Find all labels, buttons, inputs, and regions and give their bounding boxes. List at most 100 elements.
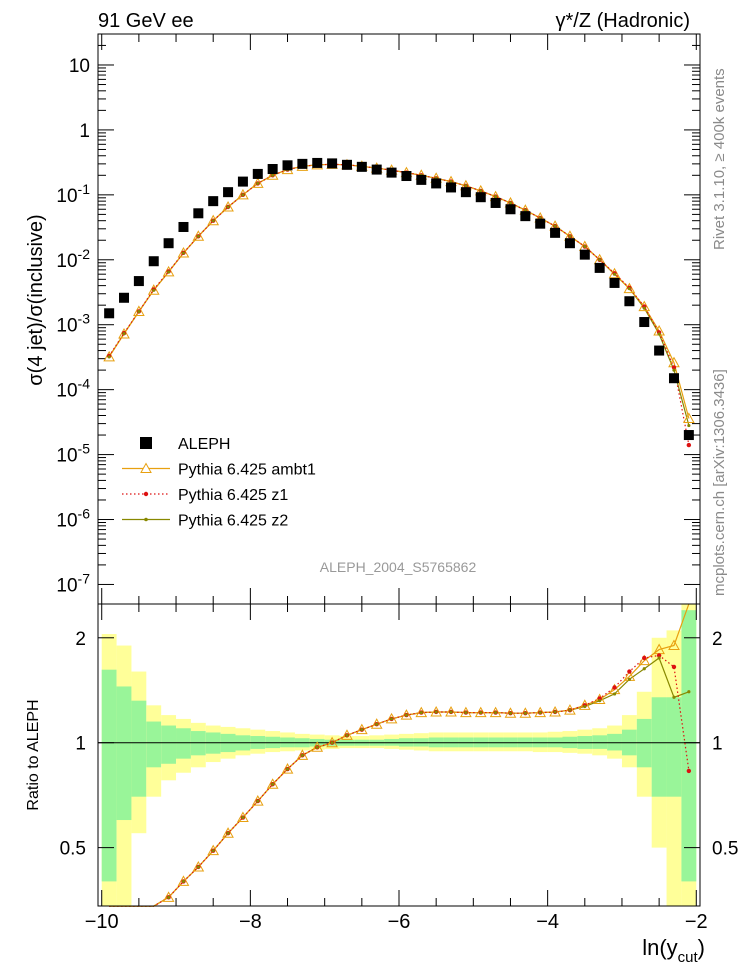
ratio-ambt1-point [296,749,309,760]
z2-point [226,205,230,209]
aleph-point [460,187,471,198]
ratio-z2-point [657,656,661,660]
ratio-ambt1-point [207,844,220,856]
z2-point [568,234,572,238]
legend-z2-marker [144,517,148,522]
y-tick-label: 10-3 [56,311,90,337]
ratio-ambt1-point [564,704,576,715]
aleph-point [237,176,248,187]
aleph-point [356,161,367,172]
legend-aleph-marker [140,437,152,449]
ratio-y-tick-label-right: 1 [712,734,723,755]
y-tick-label: 10-4 [56,376,90,402]
ratio-ylabel: Ratio to ALEPH [25,699,42,810]
rivet-label: Rivet 3.1.10, ≥ 400k events [711,68,728,250]
aleph-point [223,187,234,198]
z2-point [107,355,111,359]
ambt1-point [177,247,190,258]
ratio-bands [101,604,697,906]
z2-point [612,272,617,276]
z2-point [122,331,126,336]
aleph-point [564,238,575,249]
ratio-ambt1-point [355,723,368,735]
y-tick-label: 10-7 [56,570,90,596]
ratio-ambt1-point [474,706,487,718]
aleph-point [208,196,219,207]
z2-point [211,219,215,223]
z2-point [181,251,186,255]
z2-point [137,309,141,314]
aleph-point [148,256,159,267]
ambt1-point [147,284,160,295]
ratio-inner-band [607,733,622,751]
ambt1-line [108,163,690,419]
ratio-y-tick-label: 2 [75,629,86,650]
y-tick-label: 10-6 [56,506,90,532]
ratio-ambt1-point [385,712,398,724]
x-axis-label: ln(ycut) [642,935,705,966]
z2-point [152,288,156,292]
ratio-ambt1-point [192,860,205,872]
ratio-z2-point [523,711,527,715]
z2-point [271,173,275,177]
ratio-z2-point [226,831,230,835]
z2-point [196,234,200,238]
z1-line [108,163,690,446]
ambt1-point [103,350,115,362]
ratio-z1-point [642,655,647,661]
z2-point [553,224,557,228]
ratio-ambt1-point [370,718,383,729]
ratio-ambt1-point [445,705,457,717]
ratio-z2-point [612,692,617,696]
ratio-ambt1-point [460,706,472,718]
ratio-inner-band [116,686,132,821]
ratio-z1-point [627,669,632,674]
x-tick-label: −6 [388,911,411,933]
ratio-z2-point [642,667,646,671]
ratio-ambt1-point [326,736,338,748]
ratio-inner-band [592,735,608,749]
ratio-y-tick-label: 1 [75,734,86,755]
ratio-z2-point [256,799,260,803]
analysis-id: ALEPH_2004_S5765862 [320,559,477,575]
x-tick-label: −10 [85,911,119,933]
aleph-point [341,159,352,170]
ratio-inner-band [666,697,682,797]
z2-point [627,286,631,291]
ratio-inner-band [681,610,697,882]
z2-point [523,208,527,212]
ratio-z2-point [360,728,364,732]
ratio-y-tick-label: 0.5 [60,839,86,860]
aleph-point [520,211,531,222]
z1-point [671,365,677,370]
ratio-frame [97,603,701,907]
ratio-z2-point [598,699,602,703]
ratio-z2-point [568,708,572,712]
ratio-z1-point [656,653,662,658]
ratio-ambt1-point [593,693,606,705]
aleph-point [446,182,457,193]
ratio-z2-point [211,849,215,853]
ratio-series [109,603,692,907]
ratio-z2-point [627,677,631,681]
x-tick-label: −8 [239,911,262,933]
z2-point [449,179,453,184]
ratio-ambt1-point [266,778,279,789]
ambt1-point [683,412,695,423]
aleph-point [193,208,204,219]
legend-label: Pythia 6.425 ambt1 [178,462,316,479]
y-tick-label: 10-5 [56,441,90,467]
main-panel: 10 1 10-1 10-2 10-3 10-4 10-5 10-6 10-7 σ(4 jet)… [25,33,701,605]
z2-point [241,193,245,197]
ratio-z2-point [167,895,171,899]
ambt1-point [192,230,205,241]
y-tick-label: 10-1 [56,181,90,207]
ratio-z1-line [109,654,690,907]
ratio-z1-point [686,768,692,774]
ratio-z2-point [315,745,319,749]
aleph-point [431,178,442,189]
ratio-z2-point [285,767,290,771]
z2-line [108,163,690,426]
ratio-ambt1-point [549,705,561,717]
ratio-ambt1-point [341,729,353,740]
